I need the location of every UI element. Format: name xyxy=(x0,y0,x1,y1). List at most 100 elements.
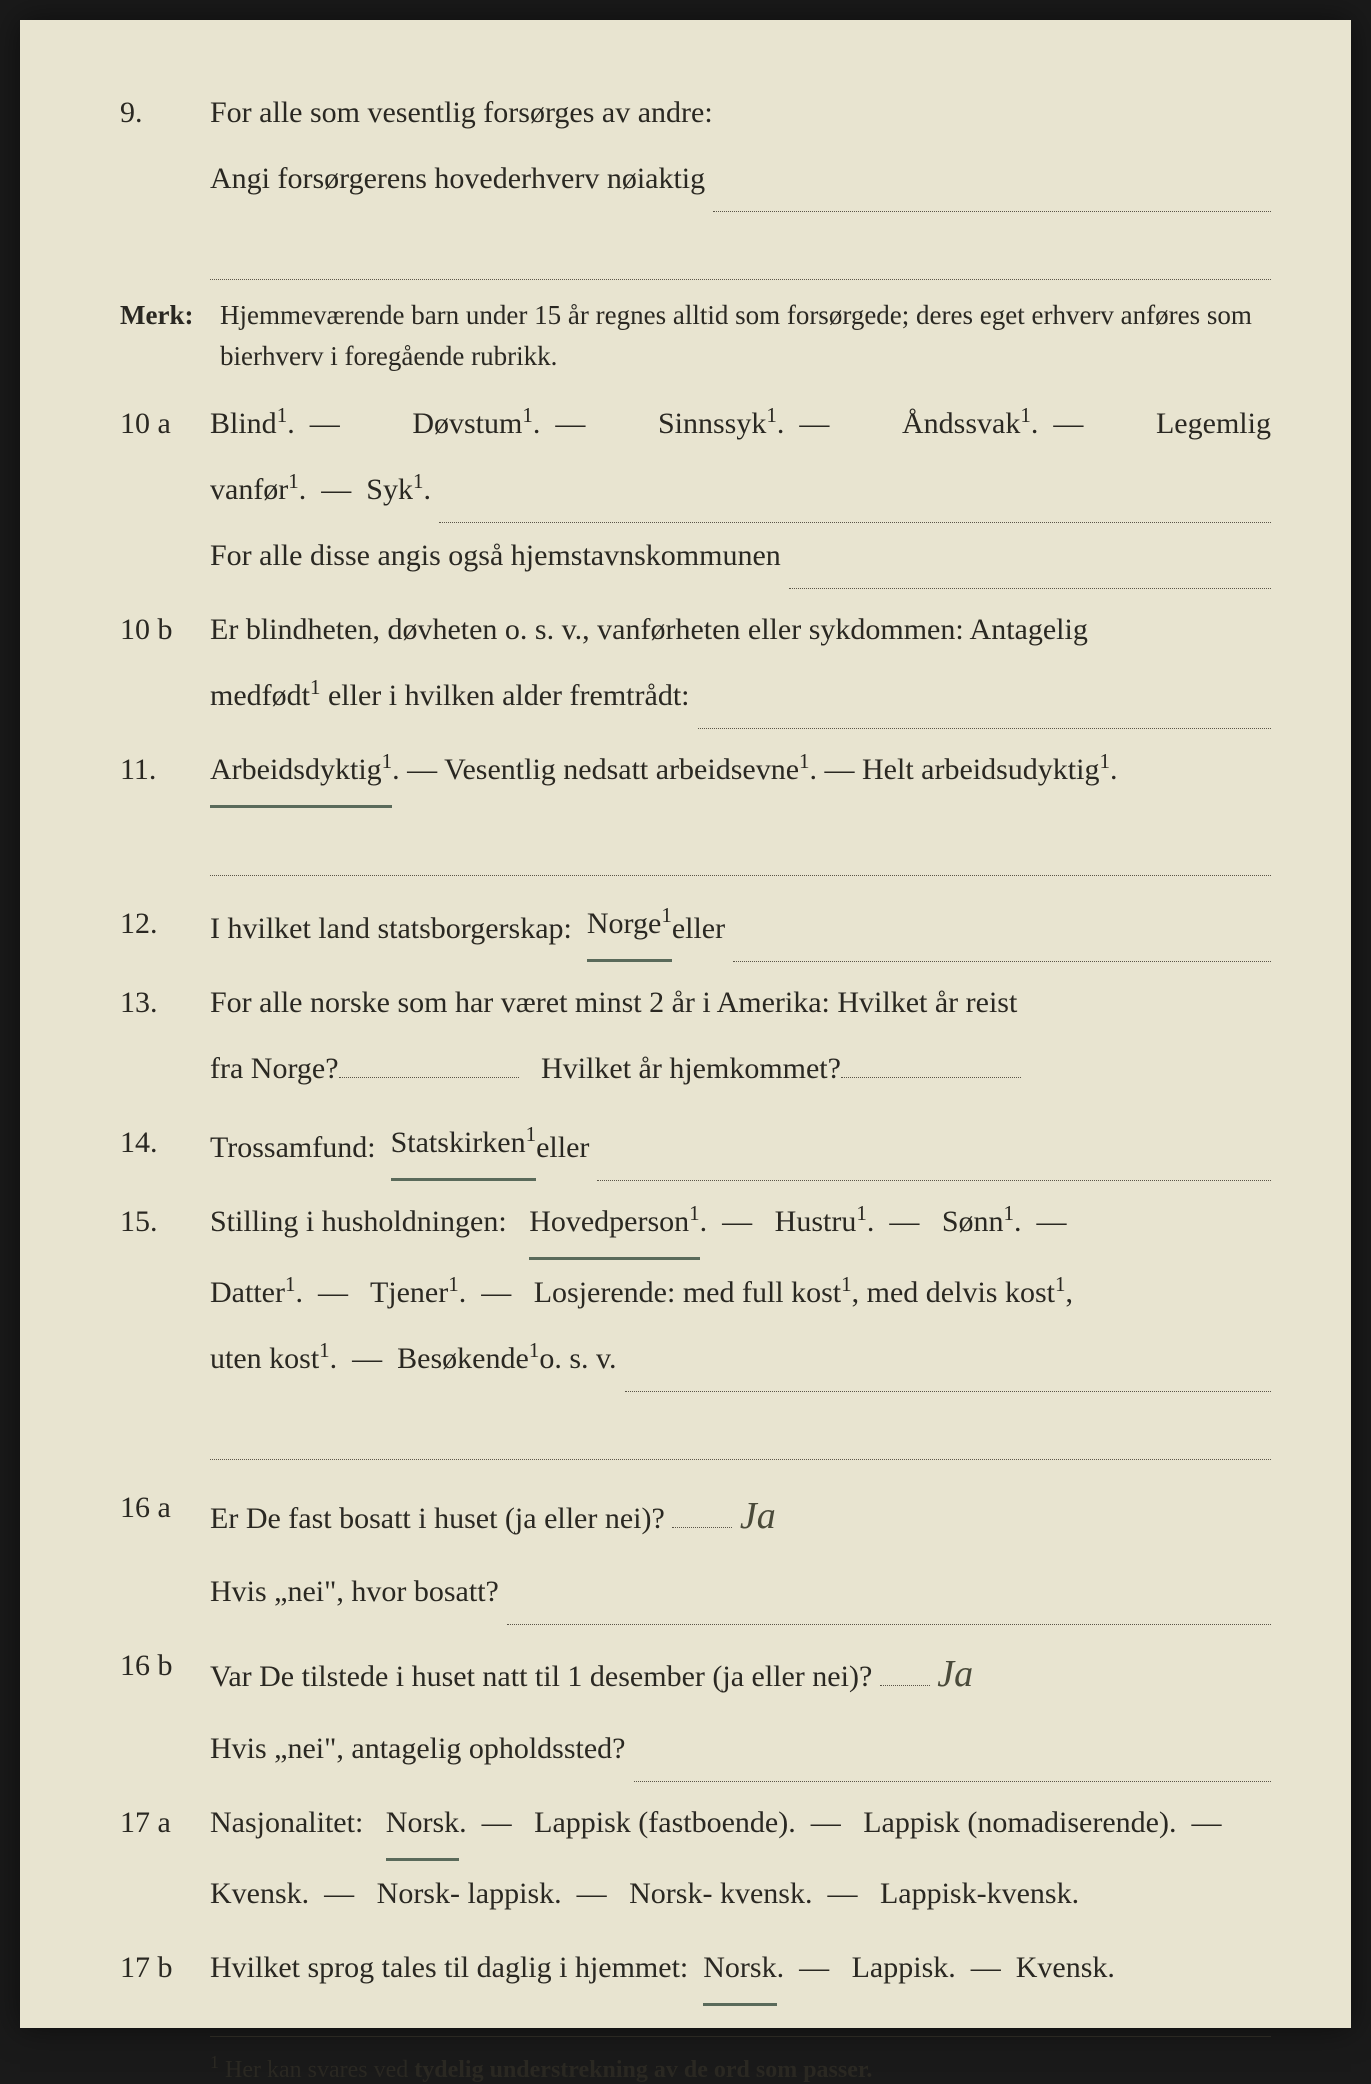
q16b-line1-row: Var De tilstede i huset natt til 1 desem… xyxy=(210,1633,1271,1717)
question-17b: 17 b Hvilket sprog tales til daglig i hj… xyxy=(120,1935,1271,2006)
merk-label: Merk: xyxy=(120,295,220,376)
q17a-content: Nasjonalitet: Norsk. — Lappisk (fastboen… xyxy=(210,1790,1271,1927)
q13-content: For alle norske som har været minst 2 år… xyxy=(210,970,1271,1102)
q10a-line1: Blind1. — Døvstum1. — Sinnssyk1. — Åndss… xyxy=(210,391,1271,457)
footnote-bold: tydelig understrekning av de ord som pas… xyxy=(414,2057,872,2083)
q16b-line2: Hvis „nei", antagelig opholdssted? xyxy=(210,1716,626,1782)
q10a-opt6: vanfør1. — Syk1. xyxy=(210,457,431,523)
dotted-fill xyxy=(733,961,1271,962)
sep: . — xyxy=(392,753,444,786)
question-17a: 17 a Nasjonalitet: Norsk. — Lappisk (fas… xyxy=(120,1790,1271,1927)
dotted-fill xyxy=(625,1391,1271,1392)
footnote: 1 Her kan svares ved tydelig understrekn… xyxy=(210,2036,1271,2084)
q16b-line2-row: Hvis „nei", antagelig opholdssted? xyxy=(210,1716,1271,1782)
q15-content: Stilling i husholdningen: Hovedperson1. … xyxy=(210,1189,1271,1392)
question-10b: 10 b Er blindheten, døvheten o. s. v., v… xyxy=(120,597,1271,729)
q16a-number: 16 a xyxy=(120,1475,210,1625)
q10a-opt3: Sinnssyk1. — xyxy=(658,391,829,457)
q12-opt1-underlined: Norge1 xyxy=(587,891,672,962)
q9-line1: For alle som vesentlig forsørges av andr… xyxy=(210,80,1271,146)
q16a-answer: Ja xyxy=(740,1495,776,1537)
q15-opt8: Besøkende1 xyxy=(397,1326,539,1392)
q17b-opt1-underlined: Norsk xyxy=(703,1935,776,2006)
dotted-fill xyxy=(597,1180,1271,1181)
q16b-number: 16 b xyxy=(120,1633,210,1783)
merk-note: Merk: Hjemmeværende barn under 15 år reg… xyxy=(120,295,1271,376)
q10a-content: Blind1. — Døvstum1. — Sinnssyk1. — Åndss… xyxy=(210,391,1271,589)
q10a-line2: vanfør1. — Syk1. xyxy=(210,457,1271,523)
q15-opt7: uten kost1. — xyxy=(210,1326,397,1392)
merk-text: Hjemmeværende barn under 15 år regnes al… xyxy=(220,295,1271,376)
q11-number: 11. xyxy=(120,737,210,808)
q17a-number: 17 a xyxy=(120,1790,210,1927)
dotted-fill xyxy=(634,1781,1272,1782)
q17a-opt4: Kvensk xyxy=(210,1877,302,1910)
q12-content: I hvilket land statsborgerskap: Norge1 e… xyxy=(210,891,1271,962)
q15-opt1-underlined: Hovedperson1 xyxy=(529,1189,699,1260)
q15-opt5: Tjener1. xyxy=(370,1276,466,1309)
question-11: 11. Arbeidsdyktig1. — Vesentlig nedsatt … xyxy=(120,737,1271,808)
dotted-fill xyxy=(672,1527,732,1528)
q16b-answer: Ja xyxy=(937,1653,973,1695)
q15-line2: Datter1. — Tjener1. — Losjerende: med fu… xyxy=(210,1260,1271,1326)
question-9: 9. For alle som vesentlig forsørges av a… xyxy=(120,80,1271,212)
q14-number: 14. xyxy=(120,1110,210,1181)
q11-content: Arbeidsdyktig1. — Vesentlig nedsatt arbe… xyxy=(210,737,1271,808)
q12-text: I hvilket land statsborgerskap: xyxy=(210,896,572,962)
q14-opt1-underlined: Statskirken1 xyxy=(391,1110,537,1181)
q10a-opt2: Døvstum1. — xyxy=(412,391,585,457)
q12-ending: eller xyxy=(672,896,725,962)
q10a-opt4: Åndssvak1. — xyxy=(902,391,1083,457)
dotted-separator xyxy=(210,1400,1271,1460)
question-12: 12. I hvilket land statsborgerskap: Norg… xyxy=(120,891,1271,962)
question-10a: 10 a Blind1. — Døvstum1. — Sinnssyk1. — … xyxy=(120,391,1271,589)
q14-text: Trossamfund: xyxy=(210,1115,376,1181)
question-16b: 16 b Var De tilstede i huset natt til 1 … xyxy=(120,1633,1271,1783)
q10b-line1: Er blindheten, døvheten o. s. v., vanfør… xyxy=(210,597,1271,663)
question-13: 13. For alle norske som har været minst … xyxy=(120,970,1271,1102)
dotted-fill xyxy=(713,211,1271,212)
q10b-line2: medfødt1 eller i hvilken alder fremtrådt… xyxy=(210,663,690,729)
footnote-sup: 1 xyxy=(210,2052,219,2072)
q9-line2-row: Angi forsørgerens hovederhverv nøiaktig xyxy=(210,146,1271,212)
q15-line3: uten kost1. — Besøkende1 o. s. v. xyxy=(210,1326,1271,1392)
q12-number: 12. xyxy=(120,891,210,962)
q16a-line1-row: Er De fast bosatt i huset (ja eller nei)… xyxy=(210,1475,1271,1559)
q17b-opt3: Kvensk xyxy=(1016,1951,1108,1984)
q17a-opt1-underlined: Norsk xyxy=(386,1790,459,1861)
q15-opt6b: , med delvis kost1, xyxy=(852,1276,1073,1309)
q13-number: 13. xyxy=(120,970,210,1102)
q10a-line3-row: For alle disse angis også hjemstavnskomm… xyxy=(210,523,1271,589)
q16a-line2: Hvis „nei", hvor bosatt? xyxy=(210,1559,499,1625)
question-14: 14. Trossamfund: Statskirken1 eller xyxy=(120,1110,1271,1181)
q15-opt2: Hustru1. xyxy=(775,1205,875,1238)
q9-content: For alle som vesentlig forsørges av andr… xyxy=(210,80,1271,212)
q17b-content: Hvilket sprog tales til daglig i hjemmet… xyxy=(210,1935,1271,2006)
dotted-fill xyxy=(789,588,1271,589)
q9-line2: Angi forsørgerens hovederhverv nøiaktig xyxy=(210,146,705,212)
dotted-separator xyxy=(210,816,1271,876)
q17a-opt2: Lappisk (fastboende) xyxy=(534,1806,788,1839)
q17b-number: 17 b xyxy=(120,1935,210,2006)
q17a-opt6: Norsk- kvensk xyxy=(629,1877,805,1910)
question-16a: 16 a Er De fast bosatt i huset (ja eller… xyxy=(120,1475,1271,1625)
q13-line2: fra Norge? Hvilket år hjemkommet? xyxy=(210,1036,1271,1102)
q15-line1: Stilling i husholdningen: Hovedperson1. … xyxy=(210,1189,1271,1260)
q11-opt2: Vesentlig nedsatt arbeidsevne1. — xyxy=(444,753,862,786)
q16b-line1: Var De tilstede i huset natt til 1 desem… xyxy=(210,1660,872,1693)
q17a-opt3: Lappisk (nomadiserende) xyxy=(863,1806,1169,1839)
q10b-content: Er blindheten, døvheten o. s. v., vanfør… xyxy=(210,597,1271,729)
question-15: 15. Stilling i husholdningen: Hovedperso… xyxy=(120,1189,1271,1392)
dotted-separator xyxy=(210,220,1271,280)
document-page: 9. For alle som vesentlig forsørges av a… xyxy=(20,20,1351,2028)
q10a-number: 10 a xyxy=(120,391,210,589)
q15-opt4: Datter1. xyxy=(210,1276,303,1309)
q16a-line2-row: Hvis „nei", hvor bosatt? xyxy=(210,1559,1271,1625)
q10a-line3: For alle disse angis også hjemstavnskomm… xyxy=(210,523,781,589)
q15-number: 15. xyxy=(120,1189,210,1392)
dotted-fill xyxy=(698,728,1272,729)
q16a-content: Er De fast bosatt i huset (ja eller nei)… xyxy=(210,1475,1271,1625)
dotted-fill xyxy=(507,1624,1271,1625)
q15-opt3: Sønn1. xyxy=(942,1205,1022,1238)
dotted-fill xyxy=(880,1685,930,1686)
